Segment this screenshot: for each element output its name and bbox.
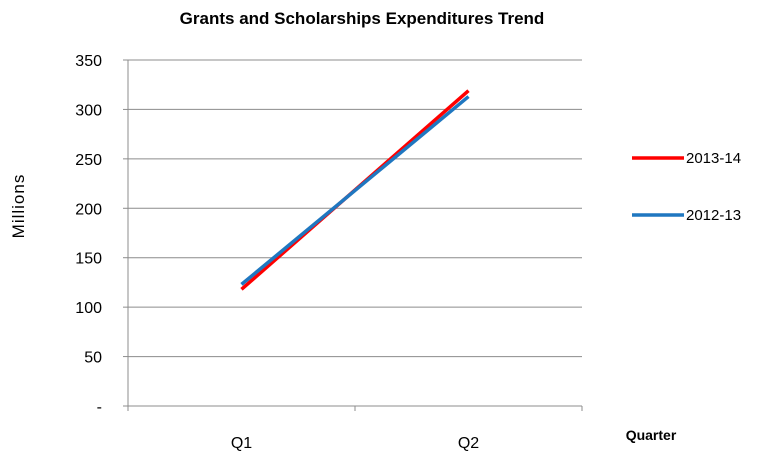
y-tick-label-350: 350 bbox=[75, 53, 102, 70]
legend: 2013-14 2012-13 bbox=[632, 150, 741, 224]
y-tick-label-300: 300 bbox=[75, 102, 102, 119]
grid-lines bbox=[128, 59, 582, 358]
chart-title: Grants and Scholarships Expenditures Tre… bbox=[180, 9, 545, 28]
series-lines bbox=[240, 89, 470, 291]
y-tick-label-100: 100 bbox=[75, 300, 102, 317]
series-line-2012-13 bbox=[240, 95, 470, 286]
y-tick-label-0: - bbox=[97, 399, 102, 416]
legend-label-2013-14: 2013-14 bbox=[686, 150, 741, 167]
y-tick-label-50: 50 bbox=[84, 350, 102, 367]
y-tick-label-200: 200 bbox=[75, 201, 102, 218]
y-tick-labels: - 50 100 150 200 250 300 350 bbox=[75, 53, 102, 416]
legend-label-2012-13: 2012-13 bbox=[686, 207, 741, 224]
y-tick-label-250: 250 bbox=[75, 152, 102, 169]
x-tick-label-q1: Q1 bbox=[231, 435, 252, 452]
y-tick-label-150: 150 bbox=[75, 251, 102, 268]
y-axis-title: Millions bbox=[9, 174, 28, 239]
axes bbox=[123, 59, 583, 411]
x-axis-title: Quarter bbox=[626, 427, 677, 443]
x-tick-label-q2: Q2 bbox=[458, 435, 479, 452]
x-tick-labels: Q1 Q2 bbox=[231, 435, 479, 452]
